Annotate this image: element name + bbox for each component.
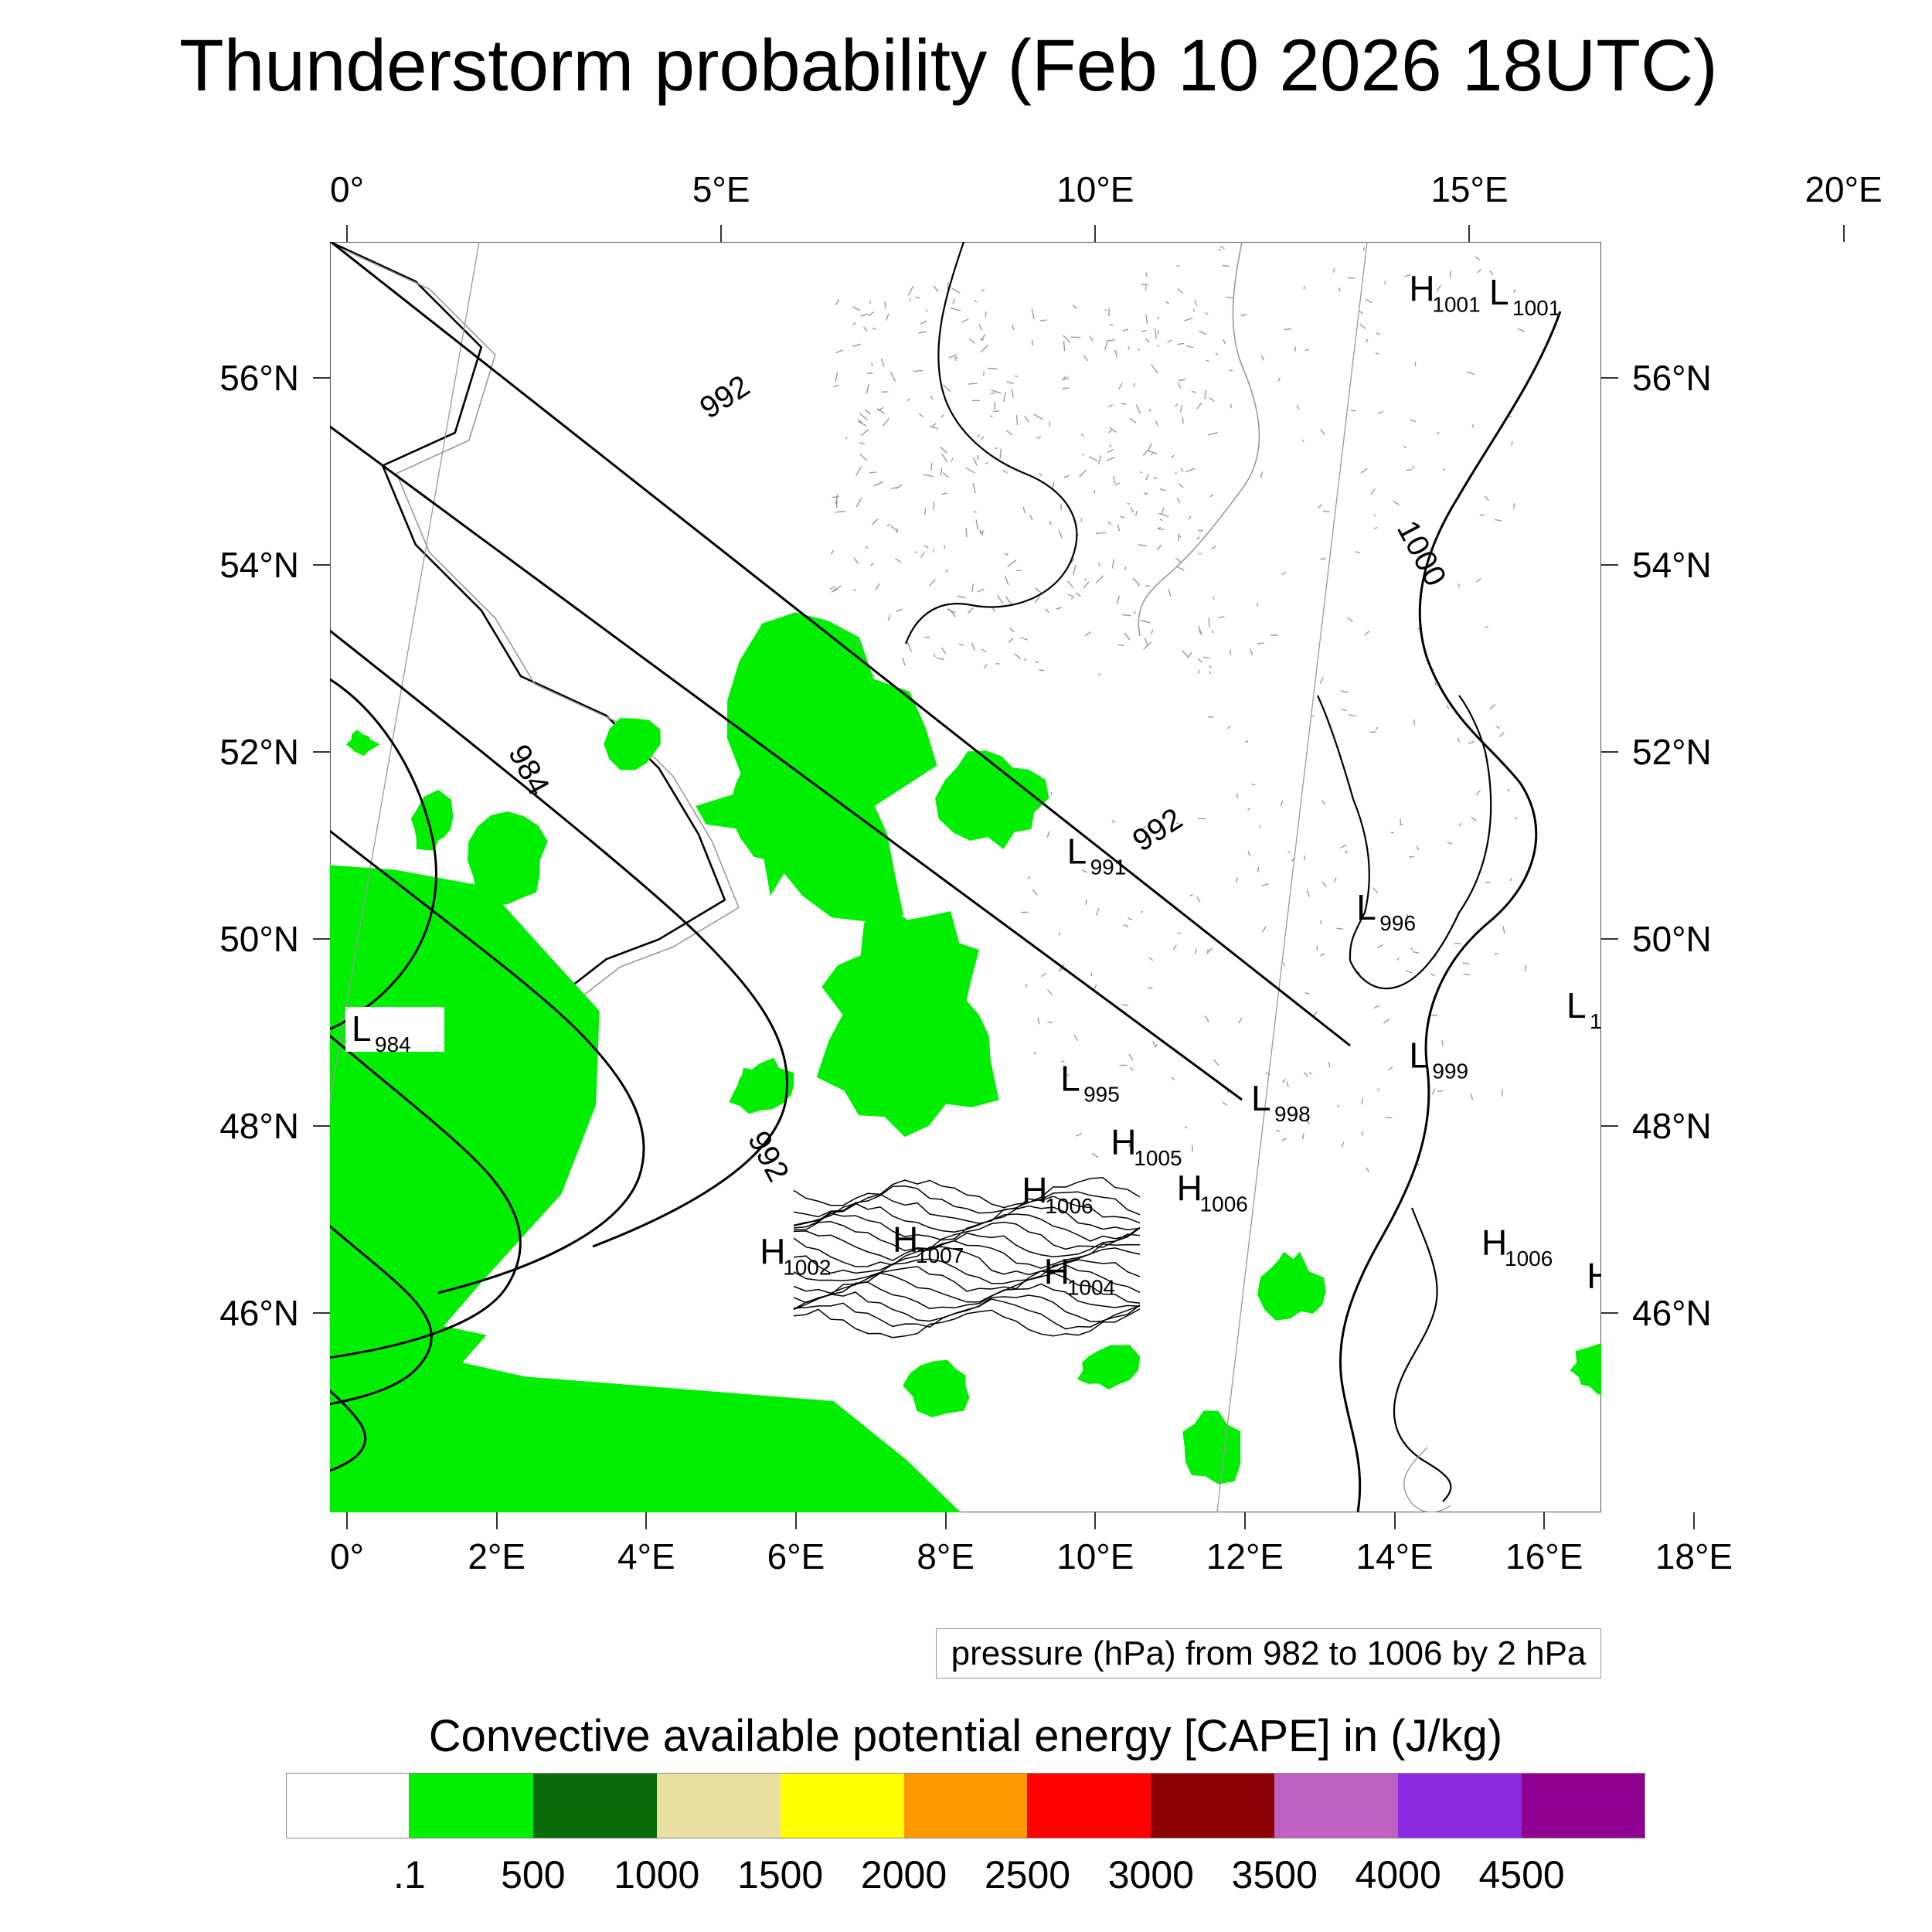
svg-text:H: H bbox=[893, 1219, 918, 1260]
svg-text:H: H bbox=[1409, 269, 1434, 309]
svg-text:L: L bbox=[1060, 1058, 1080, 1098]
svg-text:998: 998 bbox=[1274, 1102, 1311, 1126]
svg-text:995: 995 bbox=[1083, 1082, 1120, 1106]
svg-text:992: 992 bbox=[694, 369, 756, 425]
svg-text:992: 992 bbox=[1127, 801, 1189, 858]
svg-text:H: H bbox=[1481, 1223, 1507, 1263]
svg-text:992: 992 bbox=[741, 1126, 795, 1188]
svg-text:L: L bbox=[1251, 1078, 1271, 1118]
svg-text:H: H bbox=[1587, 1256, 1601, 1296]
svg-text:H: H bbox=[1177, 1168, 1202, 1209]
svg-text:L: L bbox=[1067, 832, 1087, 872]
svg-text:1004: 1004 bbox=[1067, 1275, 1115, 1299]
svg-text:984: 984 bbox=[375, 1032, 411, 1056]
svg-text:1005: 1005 bbox=[1134, 1146, 1182, 1170]
svg-text:1000: 1000 bbox=[1390, 515, 1453, 592]
svg-text:1007: 1007 bbox=[916, 1243, 964, 1267]
svg-text:984: 984 bbox=[502, 740, 556, 801]
svg-text:L: L bbox=[1409, 1036, 1429, 1076]
svg-text:1006: 1006 bbox=[1505, 1247, 1553, 1270]
svg-text:H: H bbox=[1022, 1170, 1047, 1210]
svg-text:L: L bbox=[1356, 887, 1376, 927]
svg-text:1006: 1006 bbox=[1200, 1192, 1248, 1216]
svg-text:L: L bbox=[1489, 272, 1509, 312]
svg-text:1006: 1006 bbox=[1045, 1194, 1093, 1218]
svg-text:1002: 1002 bbox=[1590, 1009, 1601, 1033]
svg-text:1001: 1001 bbox=[1432, 293, 1480, 317]
svg-text:999: 999 bbox=[1432, 1060, 1468, 1083]
svg-text:1002: 1002 bbox=[783, 1256, 831, 1280]
svg-text:H: H bbox=[1044, 1251, 1070, 1291]
svg-text:L: L bbox=[1566, 985, 1587, 1026]
svg-text:991: 991 bbox=[1090, 855, 1127, 879]
svg-text:1001: 1001 bbox=[1512, 296, 1560, 320]
svg-text:996: 996 bbox=[1379, 911, 1416, 935]
svg-text:H: H bbox=[1111, 1122, 1136, 1162]
svg-text:H: H bbox=[760, 1232, 785, 1272]
svg-text:L: L bbox=[352, 1009, 372, 1049]
